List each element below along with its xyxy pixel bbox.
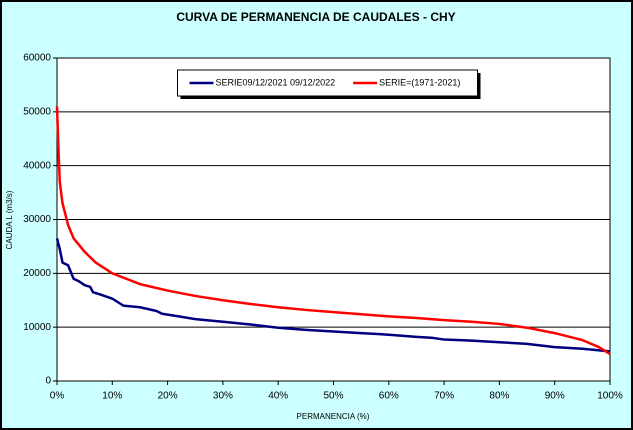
x-tick-label: 40%	[268, 391, 288, 402]
data-line	[55, 238, 611, 353]
x-tick-label: 70%	[434, 391, 454, 402]
legend-label: SERIE09/12/2021 09/12/2022	[216, 77, 336, 87]
x-tick-label: 100%	[597, 391, 623, 402]
x-tick-label: 30%	[213, 391, 233, 402]
y-axis-label: CAUDA L (m3/s)	[5, 190, 14, 249]
x-tick-label: 20%	[158, 391, 178, 402]
data-line	[55, 106, 611, 356]
x-tick-label: 80%	[489, 391, 509, 402]
y-tick-label: 10000	[23, 322, 51, 333]
y-tick-label: 0	[45, 376, 51, 387]
y-tick-label: 20000	[23, 268, 51, 279]
y-tick-label: 40000	[23, 160, 51, 171]
y-tick-label: 50000	[23, 106, 51, 117]
legend: SERIE09/12/2021 09/12/2022 SERIE=(1971-20…	[177, 69, 481, 99]
x-tick-label: 0%	[50, 391, 65, 402]
y-tick-label: 60000	[23, 53, 51, 64]
x-tick-label: 90%	[545, 391, 565, 402]
legend-label: SERIE=(1971-2021)	[379, 77, 460, 87]
x-tick-label: 10%	[102, 391, 122, 402]
y-tick-label: 30000	[23, 214, 51, 225]
chart-title: CURVA DE PERMANENCIA DE CAUDALES - CHY	[176, 10, 455, 24]
x-tick-label: 60%	[379, 391, 399, 402]
x-axis-label: PERMANENCIA (%)	[297, 412, 370, 421]
legend-box	[177, 69, 478, 97]
x-tick-label: 50%	[323, 391, 343, 402]
